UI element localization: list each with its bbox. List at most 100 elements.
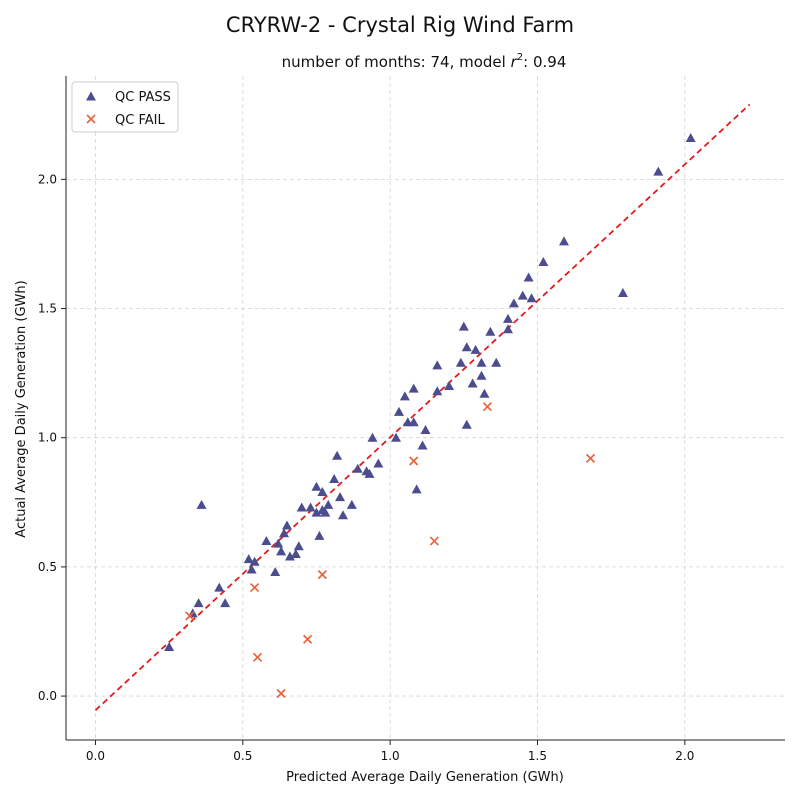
point-qc-pass: [196, 499, 207, 509]
x-tick-label: 0.5: [233, 749, 252, 763]
point-qc-pass: [526, 293, 537, 303]
point-qc-fail: [317, 570, 327, 580]
axes: [65, 76, 785, 741]
subtitle-prefix: number of months: 74, model: [282, 53, 511, 71]
point-qc-pass: [653, 166, 664, 176]
point-qc-pass: [346, 499, 357, 509]
point-qc-fail: [409, 456, 419, 466]
point-qc-pass: [470, 344, 481, 354]
legend: QC PASS QC FAIL: [71, 81, 179, 133]
x-tick-label: 2.0: [675, 749, 694, 763]
point-qc-pass: [296, 502, 307, 512]
data-points: [164, 133, 696, 699]
point-qc-pass: [249, 556, 260, 566]
point-qc-fail: [252, 652, 263, 662]
y-tick-label: 1.0: [38, 431, 57, 445]
point-qc-pass: [332, 450, 343, 460]
point-qc-pass: [329, 474, 340, 484]
y-tick-label: 0.5: [38, 560, 57, 574]
point-qc-pass: [476, 357, 487, 367]
point-qc-pass: [193, 598, 204, 608]
point-qc-pass: [364, 468, 375, 478]
subtitle-r-superscript: 2: [517, 52, 523, 63]
legend-label-qc-fail: QC FAIL: [115, 113, 165, 128]
y-tick-label: 0.0: [38, 689, 57, 703]
point-qc-pass: [393, 406, 404, 416]
point-qc-pass: [455, 357, 466, 367]
point-qc-pass: [432, 360, 443, 370]
point-qc-pass: [491, 357, 502, 367]
point-qc-pass: [214, 582, 225, 592]
point-qc-pass: [311, 481, 322, 491]
point-qc-pass: [432, 386, 443, 396]
point-qc-fail: [585, 453, 596, 463]
point-qc-pass: [517, 290, 528, 300]
point-qc-pass: [305, 502, 316, 512]
point-qc-pass: [164, 641, 175, 651]
point-qc-pass: [317, 486, 328, 496]
point-qc-pass: [538, 257, 549, 267]
point-qc-pass: [279, 528, 290, 538]
grid-lines: [66, 76, 785, 740]
point-qc-pass: [373, 458, 384, 468]
point-qc-pass: [458, 321, 469, 331]
point-qc-pass: [444, 381, 455, 391]
subtitle-r-symbol: r: [511, 53, 518, 71]
point-qc-pass: [508, 298, 519, 308]
chart-title: CRYRW-2 - Crystal Rig Wind Farm: [226, 13, 574, 37]
point-qc-pass: [323, 499, 334, 509]
legend-marker-qc-fail: [86, 114, 96, 124]
point-qc-fail: [303, 634, 313, 644]
point-qc-pass: [335, 492, 346, 502]
fit-line-group: [94, 103, 751, 711]
point-qc-pass: [523, 272, 534, 282]
point-qc-pass: [399, 391, 410, 401]
point-qc-pass: [270, 567, 281, 577]
point-qc-pass: [479, 388, 490, 398]
x-axis-label: Predicted Average Daily Generation (GWh): [286, 770, 564, 785]
point-qc-pass: [246, 564, 257, 574]
x-tick-label: 1.0: [381, 749, 400, 763]
y-tick-label: 1.5: [38, 302, 57, 316]
point-qc-pass: [408, 383, 419, 393]
legend-label-qc-pass: QC PASS: [115, 90, 171, 105]
y-tick-label: 2.0: [38, 172, 57, 186]
point-qc-pass: [261, 536, 272, 546]
legend-marker-qc-pass: [86, 91, 96, 101]
point-qc-pass: [391, 432, 402, 442]
point-qc-pass: [314, 530, 325, 540]
point-qc-pass: [558, 236, 569, 246]
point-qc-pass: [337, 510, 348, 520]
point-qc-pass: [461, 419, 472, 429]
point-qc-pass: [485, 326, 496, 336]
point-qc-pass: [320, 507, 331, 517]
point-qc-pass: [293, 541, 304, 551]
point-qc-pass: [367, 432, 378, 442]
fit-line: [94, 103, 751, 711]
point-qc-pass: [617, 288, 628, 298]
point-qc-pass: [284, 551, 295, 561]
point-qc-pass: [311, 507, 322, 517]
point-qc-fail: [276, 688, 286, 699]
point-qc-pass: [352, 463, 363, 473]
point-qc-pass: [503, 313, 514, 323]
subtitle-suffix: : 0.94: [523, 53, 566, 71]
point-qc-fail: [185, 611, 195, 621]
point-qc-pass: [243, 554, 254, 564]
point-qc-fail: [249, 582, 260, 593]
point-qc-pass: [467, 378, 478, 388]
point-qc-pass: [417, 440, 428, 450]
legend-box: [71, 81, 179, 133]
point-qc-pass: [282, 520, 293, 530]
x-tick-label: 1.5: [528, 749, 547, 763]
point-qc-fail: [429, 536, 439, 546]
point-qc-pass: [461, 342, 472, 352]
y-axis-label: Actual Average Daily Generation (GWh): [14, 280, 29, 537]
point-qc-pass: [503, 324, 514, 334]
axis-ticks: 0.0 0.5 1.0 1.5 2.0 0.0 0.5 1.0 1.5 2.0: [38, 172, 694, 763]
point-qc-pass: [420, 424, 431, 434]
point-qc-pass: [290, 548, 301, 558]
point-qc-pass: [276, 546, 287, 556]
